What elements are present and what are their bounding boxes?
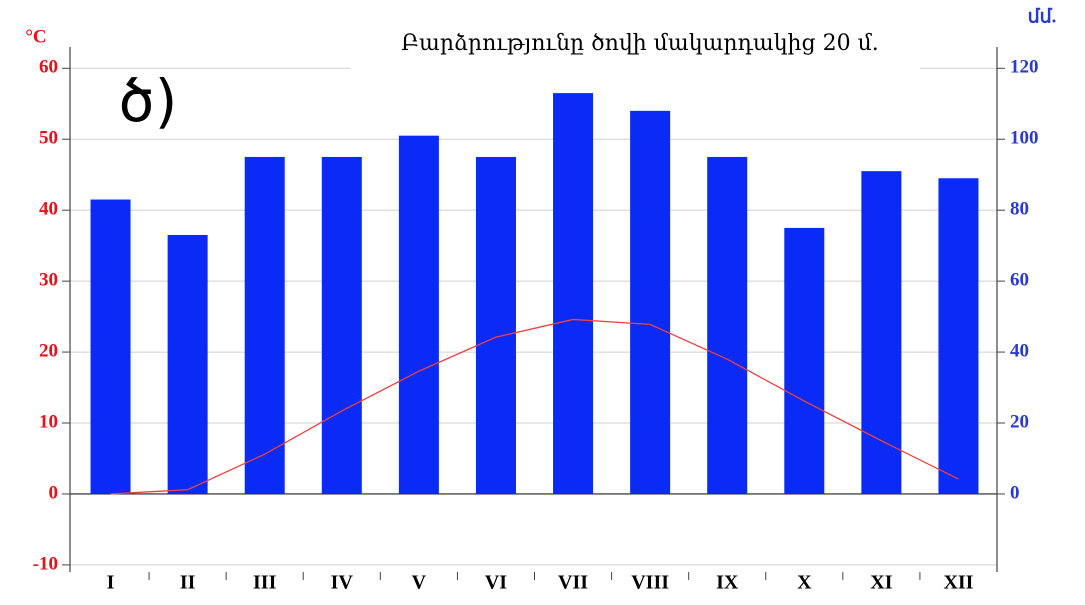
y-tick-label: 50 xyxy=(39,128,58,149)
x-tick-label: V xyxy=(412,572,427,594)
y2-tick-label: 100 xyxy=(1010,128,1039,149)
panel-label: ծ) xyxy=(119,67,178,135)
x-tick-label: IV xyxy=(331,572,354,594)
x-tick-label: VI xyxy=(485,572,507,594)
bar xyxy=(861,171,902,494)
y-tick-label: -10 xyxy=(33,553,58,574)
y-tick-label: 20 xyxy=(39,340,58,361)
bar xyxy=(630,110,671,494)
bar xyxy=(553,93,594,494)
y-unit: °C xyxy=(25,26,46,47)
bar xyxy=(784,227,825,494)
y-tick-label: 0 xyxy=(49,482,59,503)
x-tick-label: VIII xyxy=(631,572,669,594)
bar xyxy=(475,156,516,494)
y2-tick-label: 120 xyxy=(1010,57,1039,78)
bar xyxy=(90,199,131,494)
x-tick-label: X xyxy=(797,572,812,594)
y2-tick-label: 0 xyxy=(1010,482,1020,503)
bar xyxy=(244,156,285,494)
grid xyxy=(62,67,1005,580)
x-tick-label: VII xyxy=(558,572,588,594)
x-tick-label: I xyxy=(107,572,115,594)
y2-tick-label: 40 xyxy=(1010,340,1029,361)
bar xyxy=(707,156,748,494)
y-tick-label: 40 xyxy=(39,199,58,220)
bar xyxy=(398,135,439,494)
y-tick-label: 30 xyxy=(39,269,58,290)
title-backdrop xyxy=(350,22,920,70)
y2-tick-label: 80 xyxy=(1010,199,1029,220)
y-tick-label: 10 xyxy=(39,411,58,432)
bar xyxy=(321,156,362,494)
bar xyxy=(938,178,979,494)
x-tick-label: XII xyxy=(943,572,973,594)
y2-tick-label: 20 xyxy=(1010,411,1029,432)
x-tick-label: IX xyxy=(716,572,739,594)
line xyxy=(110,318,959,495)
y2-tick-label: 60 xyxy=(1010,269,1029,290)
bar xyxy=(167,235,208,494)
marks xyxy=(90,93,979,495)
x-tick-label: XI xyxy=(870,572,892,594)
x-tick-label: III xyxy=(253,572,277,594)
y-tick-label: 60 xyxy=(39,57,58,78)
x-tick-label: II xyxy=(180,572,196,594)
y2-unit: մմ. xyxy=(1028,6,1057,27)
chart-title: Բարձրությունը ծովի մակարդակից 20 մ. xyxy=(401,31,879,56)
